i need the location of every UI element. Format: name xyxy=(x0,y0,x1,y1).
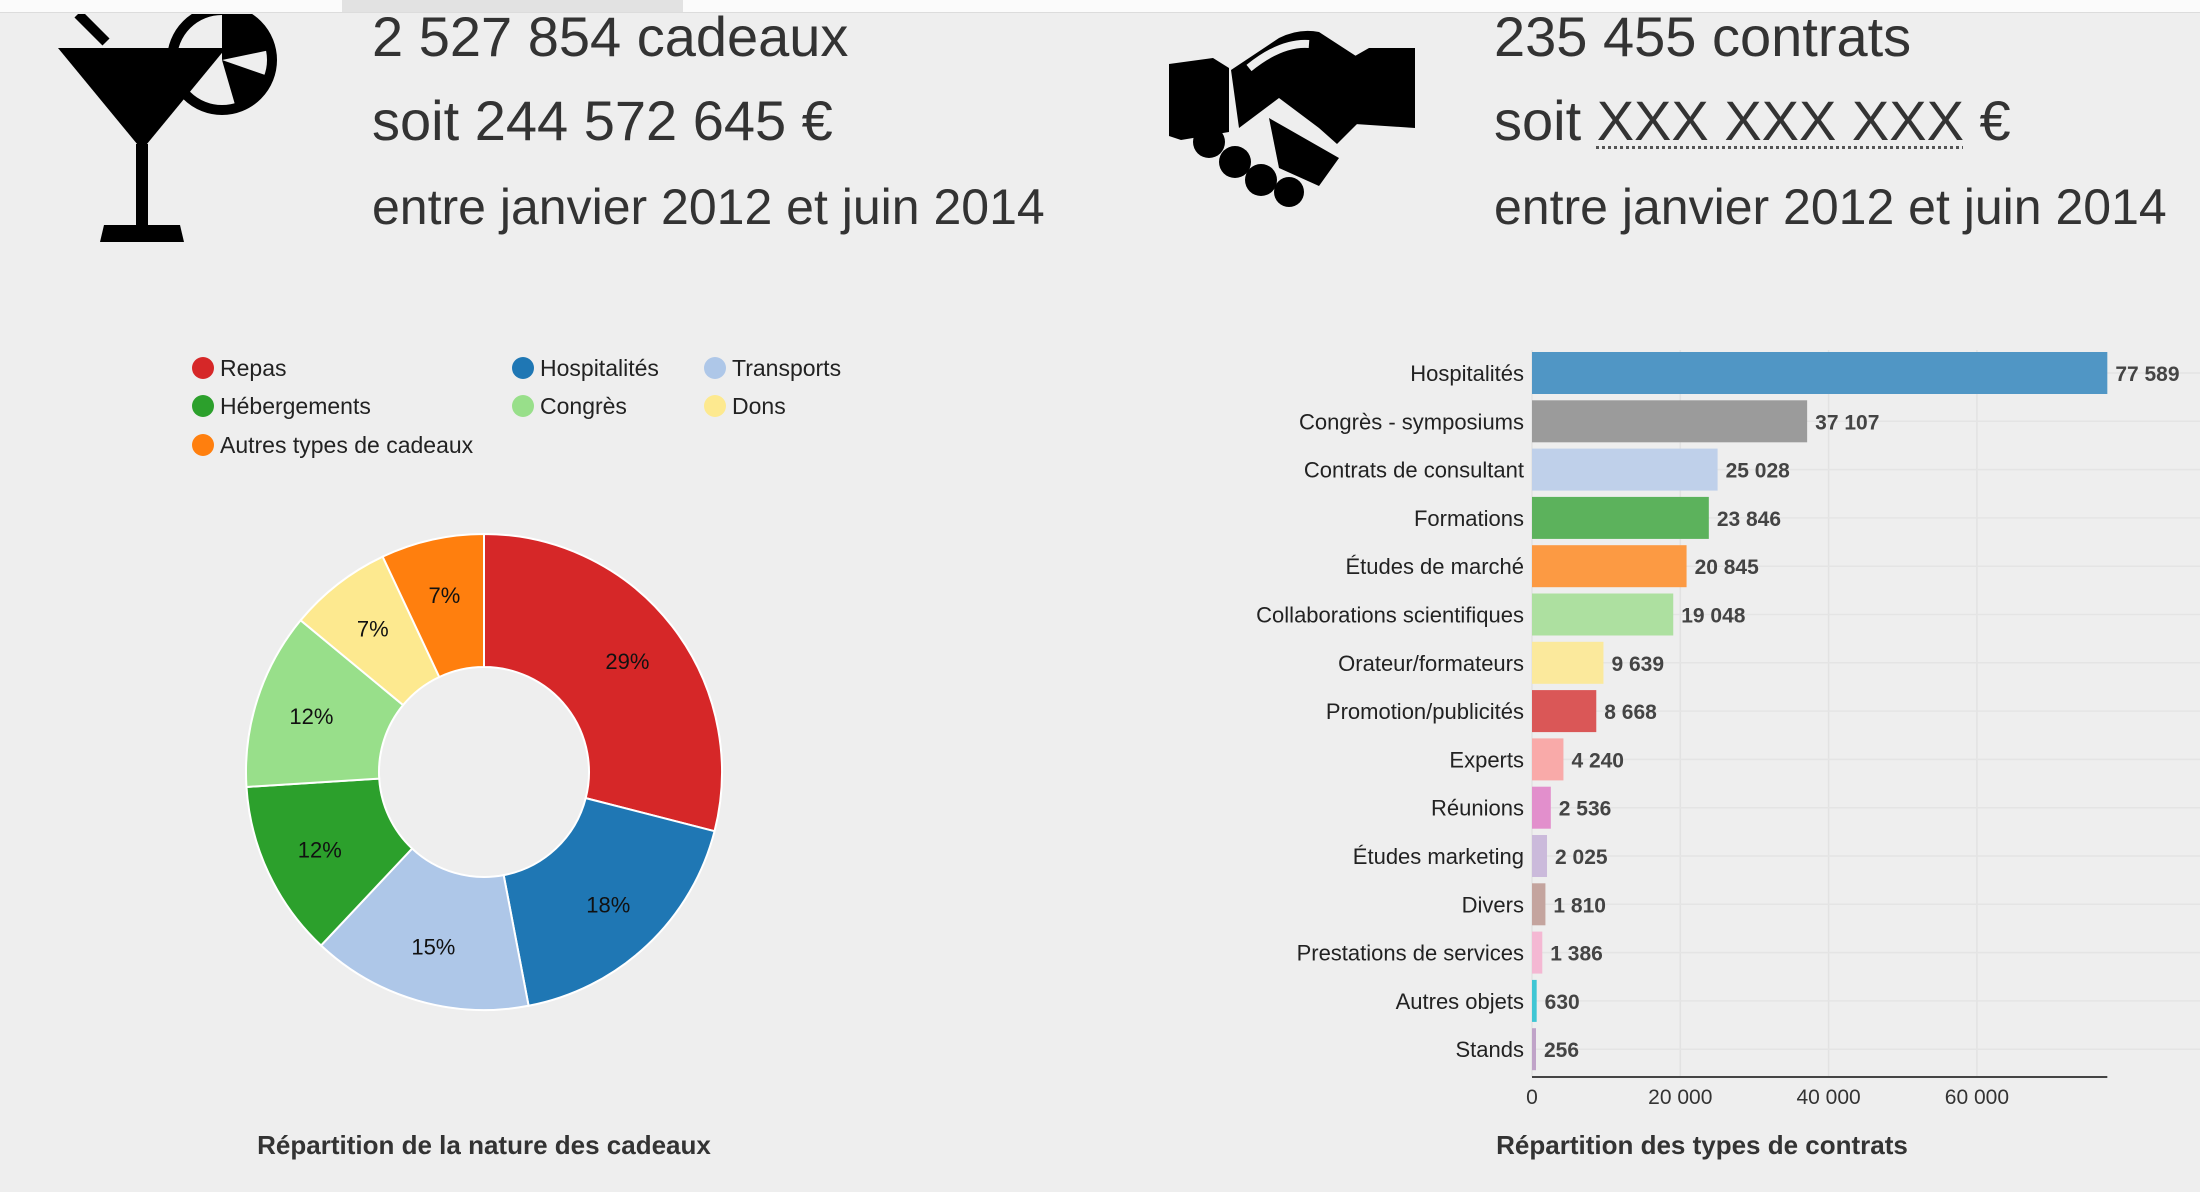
bar[interactable] xyxy=(1532,641,1604,684)
bar-category-label: Experts xyxy=(1449,747,1524,772)
legend-label: Repas xyxy=(220,355,286,381)
bar[interactable] xyxy=(1532,786,1551,829)
bar-value-label: 2 025 xyxy=(1555,846,1608,869)
legend-label: Hospitalités xyxy=(540,355,659,381)
bar-category-label: Études marketing xyxy=(1353,844,1524,869)
contracts-count: 235 455 contrats xyxy=(1494,5,1912,68)
slice-label: 29% xyxy=(605,649,649,674)
bar-category-label: Hospitalités xyxy=(1410,361,1524,386)
gifts-donut-chart: Repas Hospitalités Transports Hébergements C… xyxy=(192,355,841,1011)
x-tick-label: 40 000 xyxy=(1796,1086,1860,1109)
gifts-count: 2 527 854 cadeaux xyxy=(372,5,849,68)
legend-item[interactable]: Hospitalités xyxy=(512,355,659,381)
donut-slice[interactable] xyxy=(319,847,530,1011)
donut-slice[interactable] xyxy=(483,532,723,833)
bar[interactable] xyxy=(1532,593,1674,636)
bar-value-label: 20 845 xyxy=(1695,556,1760,579)
bar[interactable] xyxy=(1532,448,1718,491)
bar-category-label: Formations xyxy=(1414,506,1524,531)
x-tick-label: 20 000 xyxy=(1648,1086,1712,1109)
bar-value-label: 630 xyxy=(1545,991,1580,1014)
bar[interactable] xyxy=(1532,931,1543,974)
legend-label: Transports xyxy=(732,355,841,381)
bar[interactable] xyxy=(1532,835,1548,877)
bar-category-label: Congrès - symposiums xyxy=(1299,409,1524,434)
legend-label: Hébergements xyxy=(220,393,371,419)
legend-swatch xyxy=(192,357,214,379)
bar-value-label: 9 639 xyxy=(1611,653,1664,676)
bar-category-label: Stands xyxy=(1456,1037,1525,1062)
contracts-period: entre janvier 2012 et juin 2014 xyxy=(1494,179,2167,235)
legend-swatch xyxy=(192,395,214,417)
bar-category-label: Promotion/publicités xyxy=(1326,699,1524,724)
legend-swatch xyxy=(704,395,726,417)
donut-slice[interactable] xyxy=(381,532,485,679)
slice-label: 7% xyxy=(429,583,461,608)
bar-category-label: Orateur/formateurs xyxy=(1338,651,1524,676)
bar-category-label: Divers xyxy=(1462,892,1524,917)
bar[interactable] xyxy=(1532,690,1597,733)
bar-value-label: 256 xyxy=(1544,1039,1579,1062)
contracts-bar-chart: 0 20 000 40 000 60 000 Hospitalités 77 589 Con… xyxy=(1256,350,2200,1109)
legend-item[interactable]: Congrès xyxy=(512,393,627,419)
slice-label: 7% xyxy=(357,617,389,642)
contracts-amount-masked[interactable]: XXX XXX XXX xyxy=(1596,89,1964,152)
legend-item[interactable]: Transports xyxy=(704,355,841,381)
bar-value-label: 4 240 xyxy=(1571,749,1624,772)
bar-category-label: Contrats de consultant xyxy=(1304,458,1524,483)
bar-value-label: 77 589 xyxy=(2115,363,2179,386)
bar-category-label: Réunions xyxy=(1431,796,1524,821)
bar-category-label: Études de marché xyxy=(1345,554,1524,579)
bar[interactable] xyxy=(1532,883,1546,926)
bar-value-label: 23 846 xyxy=(1717,508,1781,531)
contracts-chart-title: Répartition des types de contrats xyxy=(1496,1130,1908,1160)
bar-value-label: 2 536 xyxy=(1559,798,1612,821)
bar-value-label: 37 107 xyxy=(1815,411,1879,434)
gifts-amount-prefix: soit xyxy=(372,89,475,152)
bar[interactable] xyxy=(1532,496,1709,539)
gifts-chart-title: Répartition de la nature des cadeaux xyxy=(257,1130,711,1160)
legend-label: Dons xyxy=(732,393,786,419)
legend-swatch xyxy=(192,434,214,456)
contracts-amount: soit XXX XXX XXX € xyxy=(1494,88,2011,153)
bar-value-label: 1 386 xyxy=(1550,943,1603,966)
gifts-amount: soit 244 572 645 € xyxy=(372,88,833,153)
legend-item[interactable]: Autres types de cadeaux xyxy=(192,432,474,458)
cocktail-icon xyxy=(58,14,277,242)
legend-label: Autres types de cadeaux xyxy=(220,432,474,458)
handshake-icon xyxy=(1169,30,1415,207)
x-tick-label: 60 000 xyxy=(1945,1086,2009,1109)
donut-slice[interactable] xyxy=(502,796,716,1007)
bar[interactable] xyxy=(1532,738,1564,781)
gifts-period: entre janvier 2012 et juin 2014 xyxy=(372,179,1045,235)
contracts-amount-prefix: soit xyxy=(1494,89,1597,152)
bar-value-label: 8 668 xyxy=(1604,701,1657,724)
legend-swatch xyxy=(512,357,534,379)
bar-category-label: Prestations de services xyxy=(1297,941,1524,966)
slice-label: 12% xyxy=(298,837,342,862)
bar-category-label: Collaborations scientifiques xyxy=(1256,603,1524,628)
legend-item[interactable]: Hébergements xyxy=(192,393,371,419)
bar[interactable] xyxy=(1532,979,1537,1022)
bar[interactable] xyxy=(1532,400,1808,443)
gifts-amount-value: 244 572 645 € xyxy=(474,89,833,152)
bar[interactable] xyxy=(1532,352,2108,394)
bar[interactable] xyxy=(1532,1028,1536,1071)
legend-swatch xyxy=(512,395,534,417)
bar-value-label: 1 810 xyxy=(1553,894,1606,917)
slice-label: 12% xyxy=(289,704,333,729)
slice-label: 15% xyxy=(411,934,455,959)
bar[interactable] xyxy=(1532,545,1687,588)
legend-item[interactable]: Dons xyxy=(704,393,786,419)
contracts-amount-suffix: € xyxy=(1963,89,2011,152)
legend-item[interactable]: Repas xyxy=(192,355,286,381)
x-tick-label: 0 xyxy=(1526,1086,1538,1109)
bar-value-label: 19 048 xyxy=(1681,605,1746,628)
bar-value-label: 25 028 xyxy=(1726,460,1791,483)
legend-label: Congrès xyxy=(540,393,627,419)
legend-swatch xyxy=(704,357,726,379)
slice-label: 18% xyxy=(586,892,630,917)
bar-category-label: Autres objets xyxy=(1396,989,1524,1014)
top-tab[interactable] xyxy=(342,0,683,12)
